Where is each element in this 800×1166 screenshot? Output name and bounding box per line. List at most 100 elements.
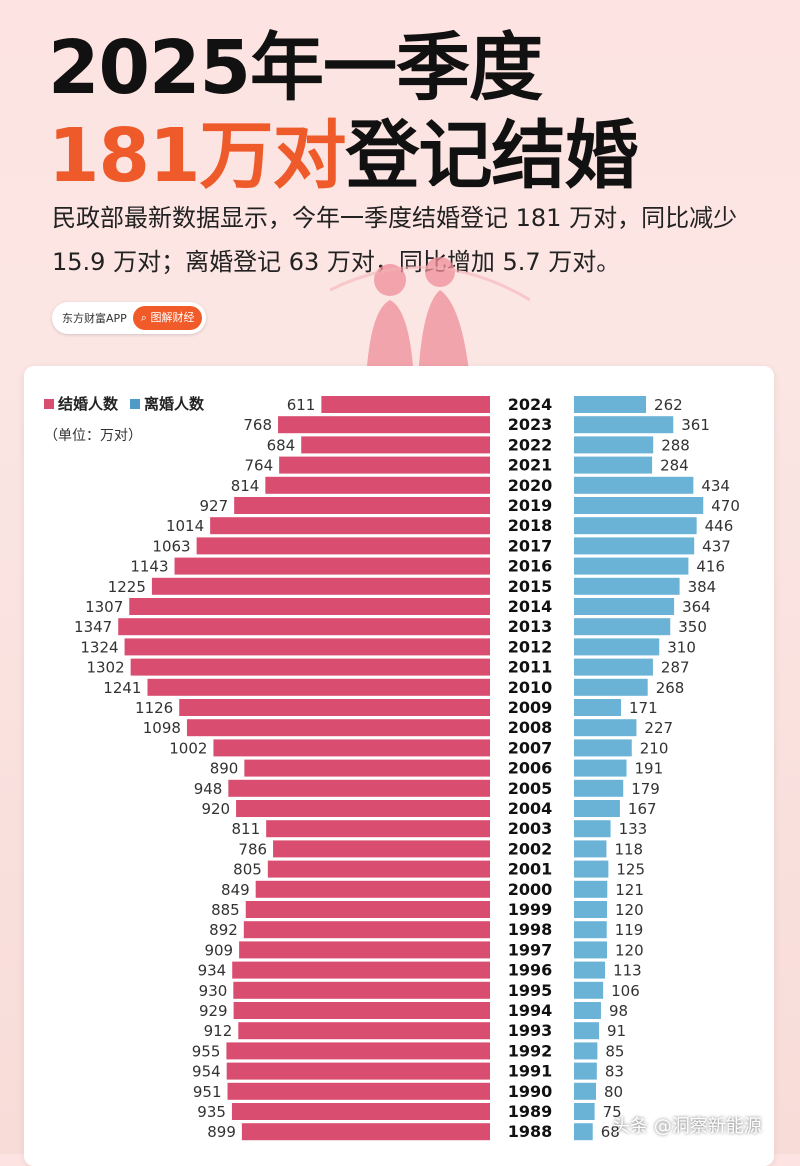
year-label-2005: 2005	[508, 779, 553, 798]
marriage-bar-2012	[124, 638, 491, 656]
year-label-2013: 2013	[508, 617, 553, 636]
marriage-value-2013: 1347	[74, 618, 112, 636]
divorce-value-2022: 288	[661, 436, 690, 454]
marriage-bar-1996	[232, 961, 490, 979]
year-label-2009: 2009	[508, 698, 553, 717]
marriage-value-2001: 805	[233, 861, 262, 879]
unit-label: （单位：万对）	[44, 428, 142, 444]
marriage-bar-2013	[118, 618, 490, 636]
divorce-bar-2023	[574, 416, 674, 434]
marriage-value-2023: 768	[243, 416, 272, 434]
divorce-value-1989: 75	[603, 1103, 622, 1121]
legend-item-divorce: 离婚人数	[130, 393, 204, 414]
divorce-value-2005: 179	[631, 780, 660, 798]
marriage-bar-1990	[227, 1082, 491, 1100]
marriage-bar-1999	[245, 901, 490, 918]
marriage-value-2018: 1014	[166, 517, 204, 535]
legend-swatch-marriage	[44, 398, 54, 409]
divorce-bar-2013	[574, 618, 671, 636]
divorce-value-1991: 83	[605, 1063, 624, 1081]
divorce-bar-1990	[574, 1082, 596, 1100]
divorce-value-1996: 113	[613, 962, 642, 980]
marriage-value-2004: 920	[201, 800, 230, 818]
divorce-bar-2005	[574, 779, 624, 797]
marriage-value-1999: 885	[211, 901, 240, 919]
divorce-value-2001: 125	[616, 861, 645, 879]
marriage-value-1989: 935	[197, 1103, 226, 1121]
marriage-bar-1988	[241, 1123, 490, 1141]
year-label-2021: 2021	[508, 456, 553, 475]
year-label-2015: 2015	[508, 577, 553, 596]
marriage-value-2012: 1324	[80, 638, 118, 656]
marriage-bar-2010	[147, 678, 490, 696]
marriage-bar-2023	[278, 416, 490, 434]
divorce-bar-1995	[574, 981, 604, 999]
divorce-value-2024: 262	[654, 396, 683, 414]
page-subtitle: 181万对登记结婚	[48, 96, 638, 203]
divorce-bar-2008	[574, 719, 637, 737]
marriage-bar-2003	[266, 820, 490, 838]
legend-label-divorce: 离婚人数	[144, 395, 205, 413]
year-label-2010: 2010	[508, 678, 553, 697]
year-label-1994: 1994	[508, 1001, 553, 1020]
year-label-1999: 1999	[508, 900, 553, 919]
marriage-value-2014: 1307	[85, 598, 123, 616]
year-label-2012: 2012	[508, 637, 553, 656]
marriage-bar-2006	[244, 759, 490, 777]
year-label-2019: 2019	[508, 496, 553, 515]
divorce-value-2004: 167	[628, 800, 657, 818]
year-label-1995: 1995	[508, 981, 553, 1000]
year-label-2007: 2007	[508, 738, 553, 757]
divorce-bar-1996	[574, 961, 606, 979]
marriage-value-2009: 1126	[135, 699, 173, 717]
chart-legend: 结婚人数 离婚人数	[44, 393, 216, 414]
marriage-value-2011: 1302	[86, 659, 124, 677]
marriage-value-2000: 849	[221, 881, 250, 899]
marriage-value-1992: 955	[192, 1042, 221, 1060]
year-label-1991: 1991	[508, 1062, 553, 1081]
marriage-value-2005: 948	[194, 780, 223, 798]
divorce-value-2007: 210	[640, 739, 669, 757]
marriage-bar-2002	[273, 840, 490, 858]
marriage-value-1998: 892	[209, 921, 238, 939]
divorce-bar-2012	[574, 638, 660, 656]
legend-label-marriage: 结婚人数	[58, 395, 119, 413]
divorce-bar-2016	[574, 557, 689, 575]
divorce-bar-1989	[574, 1103, 595, 1120]
divorce-value-2008: 227	[644, 719, 673, 737]
marriage-value-1993: 912	[204, 1022, 233, 1040]
year-label-1996: 1996	[508, 961, 553, 980]
marriage-value-2019: 927	[200, 497, 229, 515]
marriage-value-1996: 934	[198, 962, 227, 980]
marriage-bar-1993	[238, 1022, 490, 1040]
marriage-bar-1989	[231, 1103, 490, 1120]
marriage-bar-2008	[186, 719, 490, 737]
divorce-value-1999: 120	[615, 901, 644, 919]
divorce-value-2016: 416	[696, 558, 725, 576]
year-label-1990: 1990	[508, 1082, 553, 1101]
divorce-bar-2001	[574, 860, 609, 878]
marriage-value-2020: 814	[231, 477, 260, 495]
divorce-value-1995: 106	[611, 982, 640, 1000]
year-label-2016: 2016	[508, 557, 553, 576]
year-label-2006: 2006	[508, 759, 553, 778]
description: 民政部最新数据显示，今年一季度结婚登记 181 万对，同比减少 15.9 万对；…	[52, 204, 738, 276]
year-label-1998: 1998	[508, 920, 553, 939]
marriage-bar-2018	[210, 517, 491, 535]
divorce-bar-1988	[574, 1123, 593, 1141]
year-label-2024: 2024	[508, 395, 553, 414]
divorce-value-2006: 191	[635, 760, 664, 778]
legend-swatch-divorce	[130, 398, 141, 409]
headline-text: 登记结婚	[345, 113, 638, 199]
headline-number: 181万对	[48, 113, 346, 199]
year-label-2023: 2023	[508, 415, 553, 434]
divorce-bar-2022	[574, 436, 654, 454]
marriage-value-2008: 1098	[143, 719, 181, 737]
divorce-value-1994: 98	[609, 1002, 628, 1020]
divorce-bar-2018	[574, 517, 697, 535]
watermark: 头条 @洞察新能源	[612, 1116, 762, 1137]
search-icon: ⌕	[140, 311, 151, 324]
marriage-bar-2000	[255, 880, 490, 898]
marriage-bar-2011	[130, 658, 490, 676]
divorce-value-2012: 310	[667, 638, 696, 656]
